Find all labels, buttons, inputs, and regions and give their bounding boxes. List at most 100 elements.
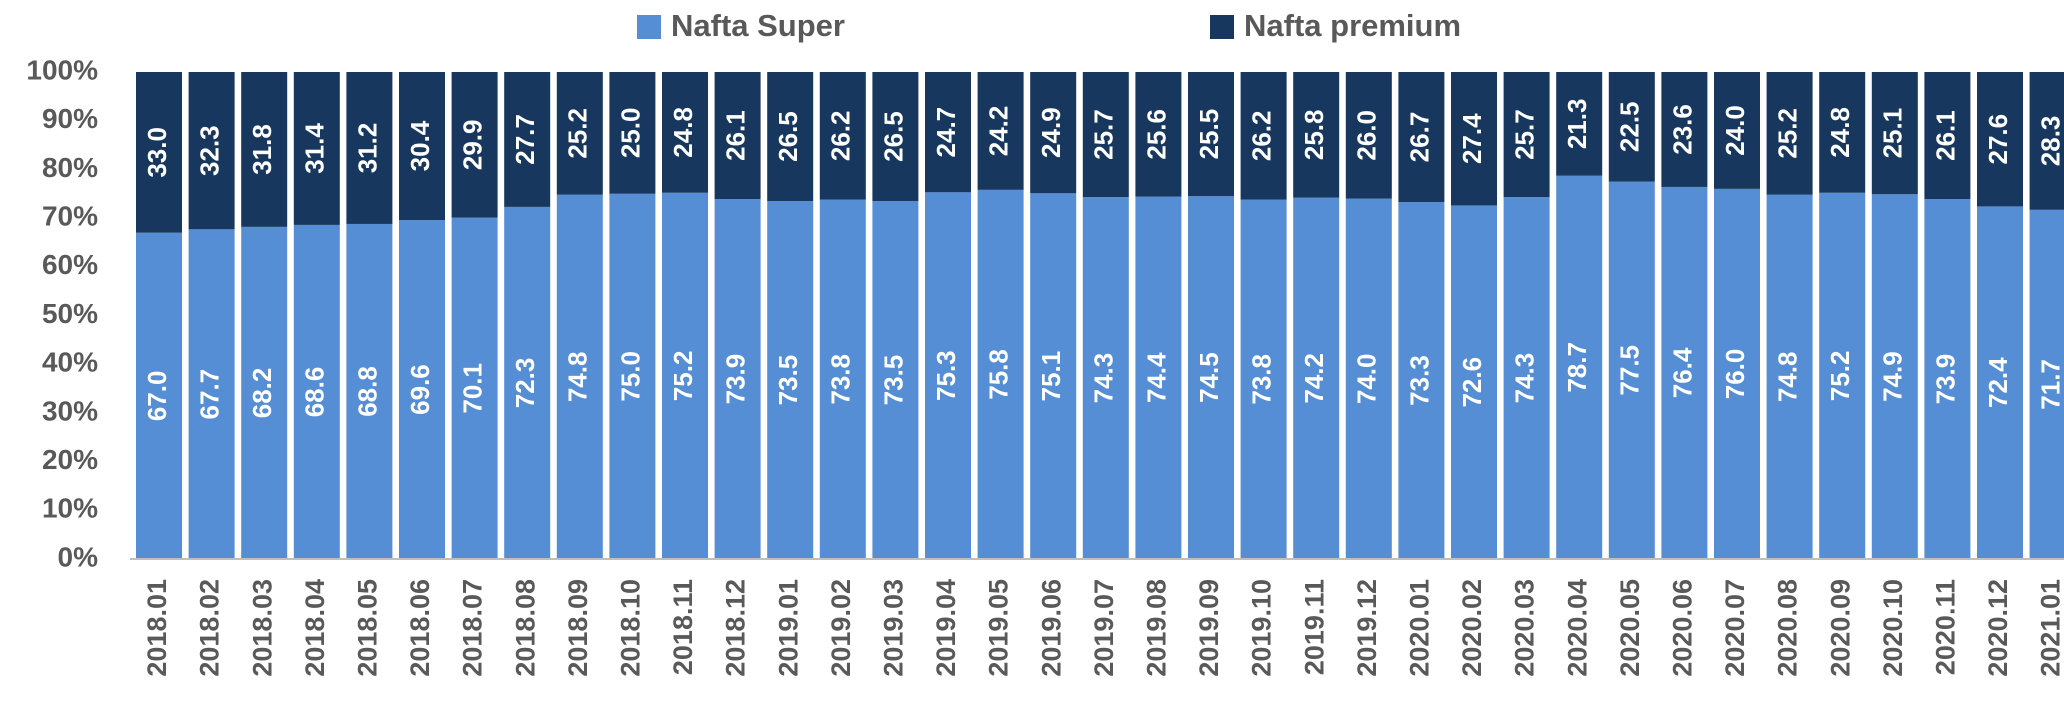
bar-segment xyxy=(1503,197,1550,559)
bar-segment xyxy=(1188,196,1234,559)
x-tick-label: 2018.08 xyxy=(510,579,540,677)
x-tick-label: 2018.12 xyxy=(721,579,751,677)
value-label: 75.1 xyxy=(1036,351,1066,402)
x-tick-label: 2019.03 xyxy=(879,579,909,677)
x-tick-label: 2019.12 xyxy=(1352,579,1382,677)
bar-segment xyxy=(1661,186,1708,559)
x-tick-label: 2018.02 xyxy=(195,579,225,677)
value-label: 31.4 xyxy=(300,123,330,174)
bar-segment xyxy=(504,72,551,207)
value-label: 25.2 xyxy=(1772,108,1802,159)
value-label: 73.5 xyxy=(878,355,908,406)
bar-segment xyxy=(819,72,866,200)
value-label: 26.5 xyxy=(878,111,908,162)
value-label: 26.1 xyxy=(720,110,750,161)
bar-segment xyxy=(872,72,919,202)
value-label: 30.4 xyxy=(405,120,435,171)
legend-swatch xyxy=(1210,15,1234,39)
x-tick-label: 2018.05 xyxy=(353,579,383,677)
y-tick-label: 80% xyxy=(42,152,98,183)
bar-segment xyxy=(925,72,971,193)
x-tick-label: 2020.02 xyxy=(1457,579,1487,677)
bar-segment xyxy=(451,217,498,559)
value-label: 76.0 xyxy=(1720,349,1750,400)
x-tick-label: 2018.06 xyxy=(405,579,435,677)
y-tick-label: 60% xyxy=(42,249,98,280)
value-label: 74.2 xyxy=(1299,353,1329,404)
value-label: 21.3 xyxy=(1562,99,1592,150)
legend-label: Nafta Super xyxy=(671,8,845,43)
bar-segment xyxy=(1766,194,1813,559)
bar-segment xyxy=(1608,72,1655,182)
value-label: 33.0 xyxy=(142,127,172,178)
bar-segment xyxy=(1977,206,2023,560)
value-label: 74.3 xyxy=(1509,353,1539,404)
x-tick-label: 2021.01 xyxy=(2036,579,2064,677)
bar-segment xyxy=(819,199,866,559)
y-tick-label: 90% xyxy=(42,103,98,134)
y-tick-label: 50% xyxy=(42,298,98,329)
x-tick-label: 2020.10 xyxy=(1878,579,1908,677)
value-label: 71.7 xyxy=(2035,359,2064,410)
value-label: 24.7 xyxy=(931,107,961,158)
value-label: 22.5 xyxy=(1615,101,1645,152)
bar-segment xyxy=(1240,72,1287,200)
x-tick-label: 2020.08 xyxy=(1773,579,1803,677)
value-label: 77.5 xyxy=(1615,345,1645,396)
bar-segment xyxy=(346,72,393,224)
value-label: 25.5 xyxy=(1194,109,1224,160)
x-tick-label: 2020.07 xyxy=(1720,579,1750,677)
bar-segment xyxy=(1977,72,2023,207)
x-tick-label: 2018.09 xyxy=(563,579,593,677)
value-label: 25.1 xyxy=(1878,108,1908,159)
bar-segment xyxy=(2029,209,2064,560)
bar-segment xyxy=(1345,198,1392,559)
x-tick-label: 2019.01 xyxy=(773,579,803,677)
value-label: 74.9 xyxy=(1878,351,1908,402)
bar-segment xyxy=(977,189,1024,559)
value-label: 26.7 xyxy=(1404,112,1434,163)
value-label: 26.0 xyxy=(1352,110,1382,161)
bar-segment xyxy=(1451,205,1497,560)
bar-segment xyxy=(1030,193,1077,559)
bar-segment xyxy=(977,72,1024,190)
value-label: 26.2 xyxy=(1246,110,1276,161)
bar-segment xyxy=(1135,196,1182,559)
x-tick-label: 2019.07 xyxy=(1089,579,1119,677)
y-tick-label: 40% xyxy=(42,347,98,378)
x-tick-label: 2020.11 xyxy=(1931,579,1961,675)
bar-segment xyxy=(293,72,340,225)
x-tick-label: 2020.12 xyxy=(1983,579,2013,677)
bar-segment xyxy=(1661,72,1708,187)
bar-segment xyxy=(188,229,235,559)
value-label: 29.9 xyxy=(457,120,487,171)
bar-segment xyxy=(609,72,656,194)
value-label: 25.8 xyxy=(1299,110,1329,161)
bar-segment xyxy=(714,199,761,559)
value-label: 73.5 xyxy=(773,355,803,406)
value-label: 26.1 xyxy=(1930,110,1960,161)
x-tick-label: 2019.05 xyxy=(984,579,1014,677)
y-tick-label: 20% xyxy=(42,444,98,475)
value-label: 27.7 xyxy=(510,114,540,165)
value-label: 28.3 xyxy=(2035,116,2064,167)
x-tick-label: 2020.05 xyxy=(1615,579,1645,677)
bar-segment xyxy=(1030,72,1077,194)
legend-swatch xyxy=(637,15,661,39)
x-tick-label: 2018.04 xyxy=(300,579,330,677)
bar-segment xyxy=(293,224,340,559)
bar-segment xyxy=(1766,72,1813,195)
x-tick-label: 2018.07 xyxy=(458,579,488,677)
bar-segment xyxy=(1345,72,1392,199)
value-label: 74.8 xyxy=(563,352,593,403)
value-label: 26.2 xyxy=(826,110,856,161)
value-label: 24.9 xyxy=(1036,107,1066,158)
bar-segment xyxy=(714,72,761,200)
bar-segment xyxy=(1293,72,1340,198)
value-label: 25.0 xyxy=(615,108,645,159)
bar-segment xyxy=(241,226,288,559)
bar-segment xyxy=(346,223,393,559)
bar-segment xyxy=(1714,72,1760,189)
value-label: 75.3 xyxy=(931,350,961,401)
